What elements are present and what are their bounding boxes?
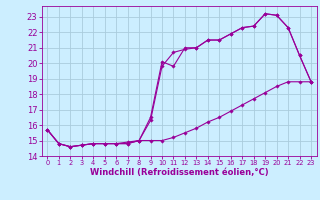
X-axis label: Windchill (Refroidissement éolien,°C): Windchill (Refroidissement éolien,°C) [90, 168, 268, 177]
